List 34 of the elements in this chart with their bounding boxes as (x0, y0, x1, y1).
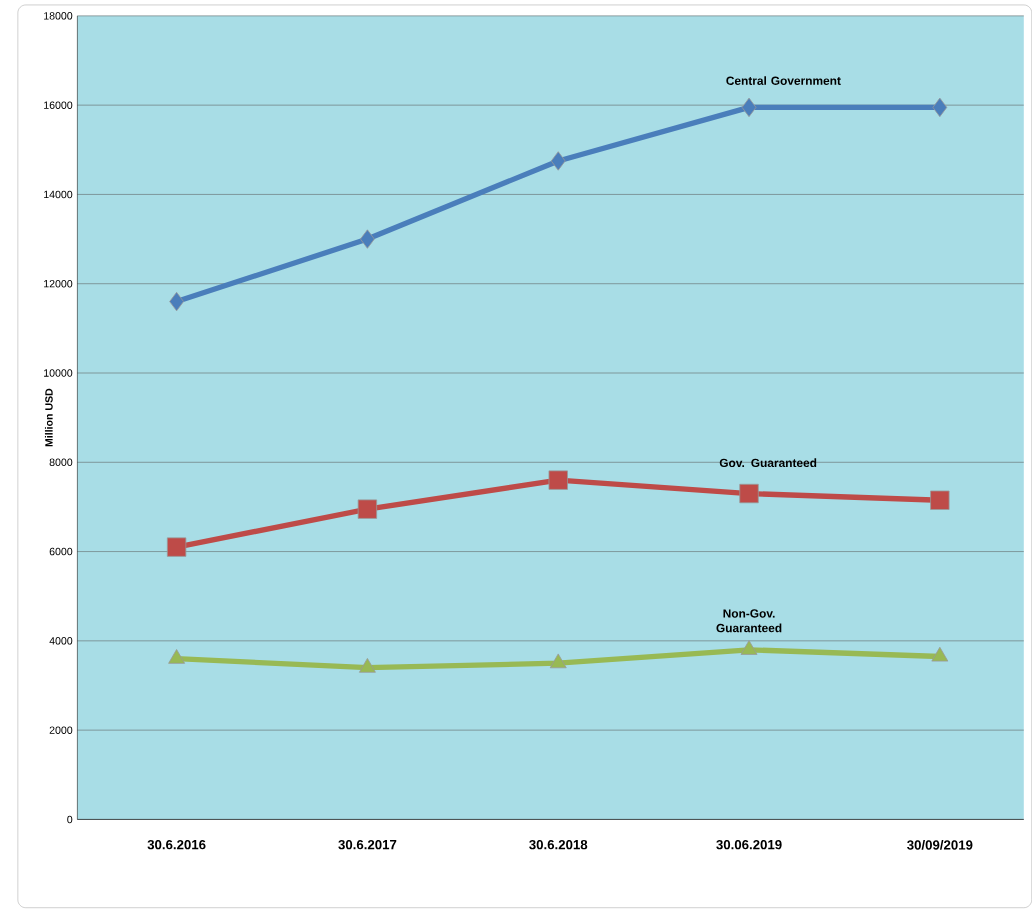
y-tick-label: 0 (67, 815, 73, 824)
x-tick-label: 30.6.2016 (147, 840, 206, 850)
point (169, 292, 184, 312)
point (168, 649, 186, 664)
y-tick-label: 4000 (49, 637, 73, 645)
y-tick-label: 10000 (44, 369, 73, 377)
point (741, 97, 757, 118)
point (739, 484, 759, 504)
y-tick-label: 18000 (44, 12, 73, 20)
point (360, 229, 375, 249)
x-tick-label: 30/09/2019 (907, 840, 973, 850)
y-tick-label: 14000 (44, 190, 73, 199)
series-label: Gov. Guaranteed (719, 458, 817, 468)
y-tick-label: 6000 (49, 547, 73, 556)
y-tick-label: 8000 (49, 458, 73, 467)
y-tick-label: 2000 (49, 726, 73, 735)
point (166, 537, 187, 557)
point (549, 653, 567, 669)
point (932, 97, 948, 118)
series-label: Non-Gov. Guaranteed (716, 609, 782, 633)
point (548, 470, 568, 490)
y-tick-label: 12000 (44, 280, 73, 288)
x-tick-label: 30.6.2018 (529, 840, 588, 850)
point (550, 151, 566, 171)
point (740, 640, 758, 655)
point (357, 499, 378, 519)
point (931, 646, 949, 662)
point (930, 490, 950, 511)
point (358, 658, 376, 673)
series-label: Central Government (726, 76, 841, 86)
x-tick-label: 30.6.2017 (338, 840, 397, 850)
x-tick-label: 30.06.2019 (716, 840, 782, 850)
y-tick-label: 16000 (44, 101, 73, 110)
y-axis-title: Million USD (44, 388, 53, 447)
